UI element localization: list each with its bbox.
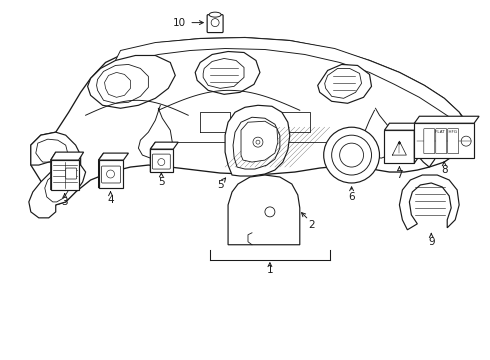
Polygon shape	[150, 142, 155, 172]
FancyBboxPatch shape	[101, 166, 121, 183]
Polygon shape	[385, 123, 419, 130]
Polygon shape	[241, 121, 278, 162]
FancyBboxPatch shape	[448, 129, 459, 154]
FancyBboxPatch shape	[152, 154, 171, 169]
Polygon shape	[98, 153, 103, 188]
FancyBboxPatch shape	[66, 168, 76, 179]
Polygon shape	[415, 123, 419, 163]
Polygon shape	[228, 175, 300, 245]
Polygon shape	[98, 153, 128, 160]
Text: 6: 6	[348, 192, 355, 202]
Polygon shape	[51, 160, 78, 190]
Text: 9: 9	[428, 237, 435, 247]
Polygon shape	[225, 105, 290, 176]
Text: 1: 1	[267, 265, 273, 275]
Polygon shape	[415, 116, 479, 123]
Text: 3: 3	[61, 197, 68, 207]
Text: 8: 8	[441, 165, 447, 175]
Polygon shape	[88, 55, 175, 108]
FancyBboxPatch shape	[207, 15, 223, 32]
Polygon shape	[385, 130, 415, 163]
Text: 5: 5	[217, 180, 223, 190]
Polygon shape	[51, 152, 84, 160]
Polygon shape	[195, 51, 260, 94]
Polygon shape	[29, 162, 86, 218]
Polygon shape	[318, 64, 371, 103]
Circle shape	[340, 143, 364, 167]
Text: 7: 7	[396, 170, 403, 180]
Polygon shape	[150, 142, 178, 149]
Ellipse shape	[209, 12, 221, 17]
Polygon shape	[31, 37, 469, 205]
Circle shape	[398, 141, 401, 145]
Polygon shape	[415, 123, 474, 158]
Text: 10: 10	[173, 18, 186, 28]
Circle shape	[332, 135, 371, 175]
Text: 4: 4	[107, 195, 114, 205]
Circle shape	[324, 127, 379, 183]
Polygon shape	[116, 37, 467, 125]
Polygon shape	[399, 175, 459, 230]
Text: 5: 5	[158, 177, 165, 187]
Polygon shape	[150, 149, 173, 172]
Polygon shape	[233, 117, 280, 169]
Polygon shape	[31, 132, 81, 165]
FancyBboxPatch shape	[436, 129, 447, 154]
Polygon shape	[415, 130, 439, 167]
Text: 2: 2	[308, 220, 315, 230]
Polygon shape	[98, 160, 123, 188]
Polygon shape	[51, 152, 56, 190]
FancyBboxPatch shape	[424, 129, 435, 154]
Text: FLAT   HFG: FLAT HFG	[435, 130, 457, 134]
